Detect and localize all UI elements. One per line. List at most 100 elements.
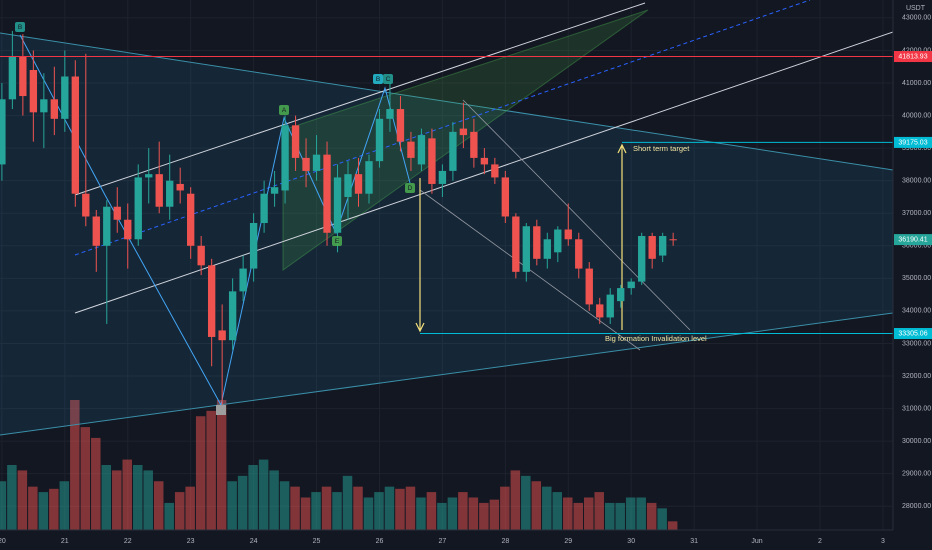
pattern-point xyxy=(216,405,226,415)
candle-body xyxy=(669,239,677,241)
volume-bar xyxy=(321,486,332,530)
candle-body xyxy=(554,229,562,253)
candle-body xyxy=(449,131,457,171)
volume-layer xyxy=(0,400,678,530)
volume-bar xyxy=(185,486,195,530)
volume-bar xyxy=(279,481,290,530)
volume-bar xyxy=(447,497,458,530)
price-label-box xyxy=(894,234,932,246)
volume-bar xyxy=(584,497,594,530)
pattern-label-box xyxy=(279,105,289,115)
pattern-label-box xyxy=(383,74,393,84)
candle-body xyxy=(627,281,635,289)
arrow-head xyxy=(415,322,425,333)
candle-body xyxy=(260,193,268,224)
candle-body xyxy=(228,291,237,341)
candle-body xyxy=(145,174,153,178)
candle-body xyxy=(596,304,604,318)
candle-body xyxy=(124,219,132,240)
candle-body xyxy=(82,193,90,217)
y-tick-label: 31000.00 xyxy=(902,405,931,412)
y-tick-label: 32000.00 xyxy=(902,373,931,380)
volume-bar xyxy=(416,497,426,530)
volume-bar xyxy=(521,475,531,530)
grid xyxy=(0,0,893,530)
candle-body xyxy=(50,99,59,119)
volume-bar xyxy=(489,499,500,530)
volume-bar xyxy=(646,502,657,530)
candle-body xyxy=(92,216,100,246)
candle-body xyxy=(533,226,541,259)
candle-body xyxy=(312,154,321,171)
descending-line xyxy=(462,99,691,331)
x-tick-label: 2 xyxy=(818,538,822,545)
candle-body xyxy=(543,239,551,259)
volume-bar xyxy=(573,502,584,530)
candle-body xyxy=(155,174,163,207)
volume-bar xyxy=(80,427,91,530)
candle-body xyxy=(344,174,352,197)
harmonic-fill xyxy=(282,9,649,271)
y-tick-label: 37000.00 xyxy=(902,210,931,217)
candle-body xyxy=(61,76,69,119)
candle-body xyxy=(365,161,373,194)
candle-body xyxy=(512,216,520,272)
volume-bar xyxy=(28,486,38,530)
candle-body xyxy=(375,118,384,162)
volume-bar xyxy=(657,508,667,530)
candle-body xyxy=(386,109,394,119)
triangle-edge xyxy=(0,32,894,171)
volume-bar xyxy=(468,497,479,530)
volume-bar xyxy=(101,465,112,530)
candle-body xyxy=(638,236,646,282)
volume-bar xyxy=(667,521,678,530)
x-tick-label: 24 xyxy=(250,538,258,545)
candle-body xyxy=(8,56,17,100)
volume-bar xyxy=(300,497,311,530)
candle-body xyxy=(40,99,48,113)
y-tick-label: 39000.00 xyxy=(902,145,931,152)
volume-bar xyxy=(0,481,7,530)
candle-body xyxy=(417,135,426,165)
volume-bar xyxy=(426,492,437,530)
volume-bar xyxy=(363,497,374,530)
candle-body xyxy=(218,330,226,341)
x-tick-label: 30 xyxy=(627,538,635,545)
volume-bar xyxy=(143,470,153,530)
pattern-label-box xyxy=(15,22,25,32)
volume-bar xyxy=(49,488,59,530)
annotation: Big formation Invalidation level xyxy=(605,334,707,343)
x-tick-label: 23 xyxy=(187,538,195,545)
candle-body xyxy=(166,180,174,207)
volume-bar xyxy=(552,492,563,530)
volume-bar xyxy=(237,475,248,530)
channel-mid xyxy=(74,0,811,256)
candle-body xyxy=(302,157,310,171)
volume-bar xyxy=(479,502,489,530)
volume-bar xyxy=(625,497,636,530)
volume-bar xyxy=(437,502,447,530)
price-label: 36190.41 xyxy=(898,236,927,243)
candle-body xyxy=(438,170,447,184)
volume-bar xyxy=(248,465,258,530)
candle-body xyxy=(648,236,656,259)
volume-bar xyxy=(195,416,206,530)
x-tick-label: 26 xyxy=(376,538,384,545)
x-tick-label: 20 xyxy=(0,538,6,545)
candle-body xyxy=(470,131,478,158)
volume-bar xyxy=(153,481,164,530)
volume-bar xyxy=(395,488,405,530)
y-tick-label: 33000.00 xyxy=(902,340,931,347)
volume-bar xyxy=(91,437,101,530)
candle-body xyxy=(459,128,468,136)
volume-bar xyxy=(70,400,80,530)
candle-body xyxy=(239,268,247,292)
pattern-label: E xyxy=(335,238,340,245)
volume-bar xyxy=(374,492,384,530)
volume-bar xyxy=(563,497,573,530)
candle-body xyxy=(207,265,216,337)
